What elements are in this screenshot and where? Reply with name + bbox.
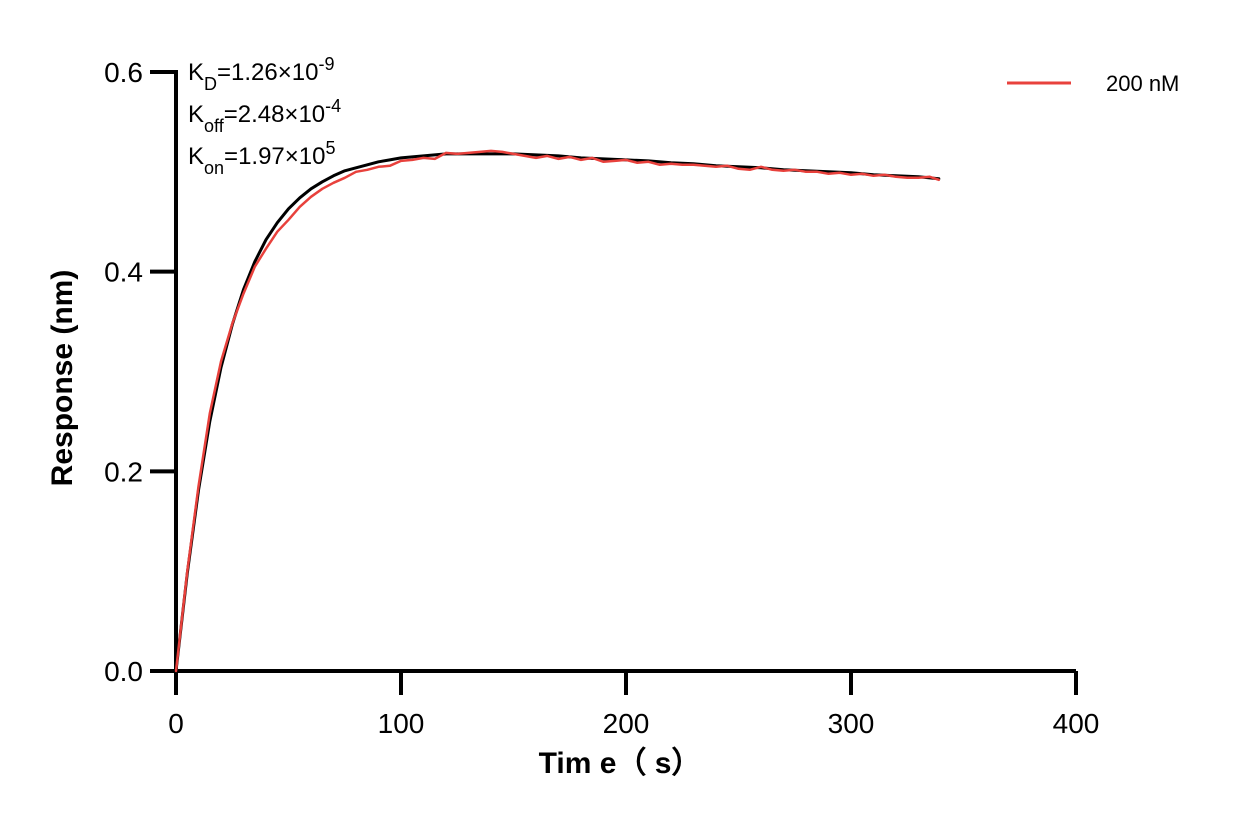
- y-ticks: 0.0 0.2 0.4 0.6: [104, 57, 176, 687]
- constant-exponent: -9: [318, 54, 334, 74]
- constant-subscript: on: [204, 158, 224, 178]
- constant-exponent: -4: [325, 96, 341, 116]
- x-tick-label: 200: [603, 708, 650, 739]
- constant-value: =1.97×10: [224, 143, 325, 170]
- y-tick-label: 0.6: [104, 57, 143, 88]
- constant-symbol: K: [188, 101, 204, 128]
- legend-label-200nm: 200 nM: [1106, 71, 1179, 96]
- y-tick-label: 0.4: [104, 257, 143, 288]
- series-layer: [174, 149, 941, 673]
- constant-exponent: 5: [325, 138, 335, 158]
- x-ticks: 0 100 200 300 400: [168, 671, 1099, 739]
- x-tick-label: 300: [828, 708, 875, 739]
- y-tick-label: 0.0: [104, 656, 143, 687]
- constant-value: =2.48×10: [224, 101, 325, 128]
- y-tick-label: 0.2: [104, 456, 143, 487]
- series-line-200nm: [174, 149, 941, 673]
- constant-subscript: D: [204, 74, 217, 94]
- constant-symbol: K: [188, 143, 204, 170]
- x-tick-label: 400: [1053, 708, 1100, 739]
- legend: 200 nM: [1007, 71, 1179, 96]
- kinetic-constant-off: Koff=2.48×10-4: [188, 96, 341, 136]
- constant-subscript: off: [204, 116, 225, 136]
- kinetic-constant-on: Kon=1.97×105: [188, 138, 336, 178]
- y-axis-title: Response (nm): [46, 270, 79, 487]
- x-tick-label: 100: [378, 708, 425, 739]
- x-axis-title: Tim e（ s）: [539, 746, 702, 780]
- constant-value: =1.26×10: [217, 59, 318, 86]
- x-tick-label: 0: [168, 708, 184, 739]
- kinetic-constant-d: KD=1.26×10-9: [188, 54, 334, 94]
- fit-curve: [174, 152, 941, 673]
- constant-symbol: K: [188, 59, 204, 86]
